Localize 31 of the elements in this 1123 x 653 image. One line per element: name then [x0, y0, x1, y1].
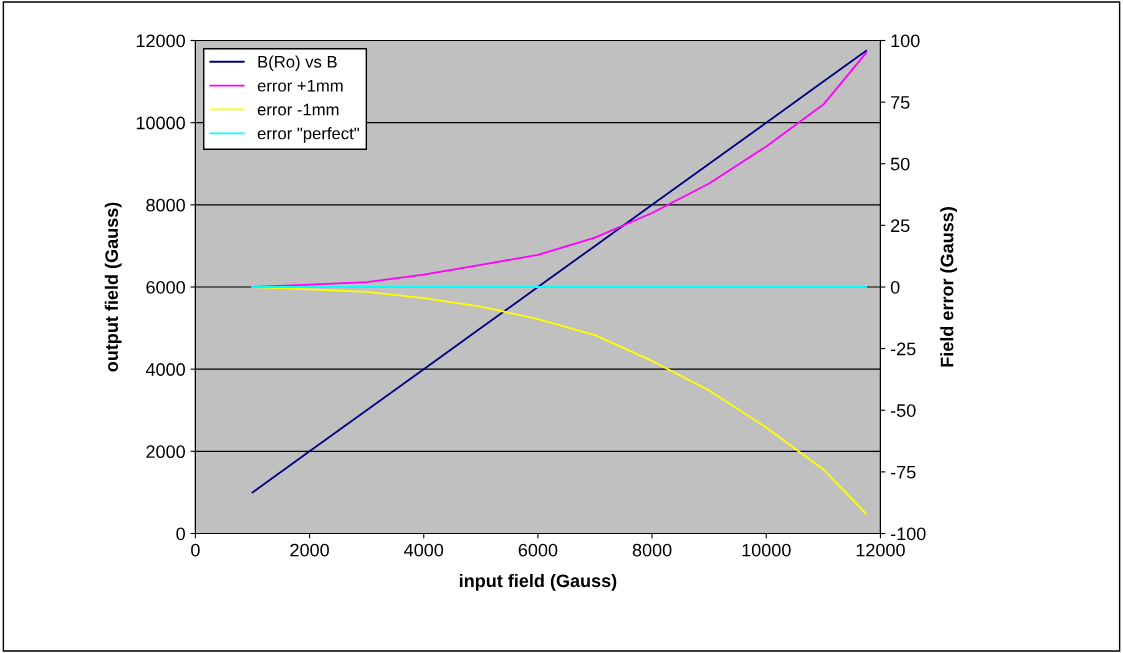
y-tick-label: 6000: [146, 280, 185, 294]
y2-tick-label: 100: [891, 34, 920, 48]
y-tick-label: 8000: [146, 198, 185, 212]
legend-label: B(Ro) vs B: [258, 55, 337, 72]
y-tick-label: 12000: [136, 34, 185, 48]
y2-tick-label: 0: [890, 280, 900, 294]
x-axis-title: input field (Gauss): [459, 573, 617, 591]
x-tick-label: 0: [191, 543, 200, 557]
y2-tick-label: 75: [891, 96, 910, 109]
line-series: [251, 49, 868, 494]
y-axis-title: output field (Gauss): [104, 202, 122, 372]
y-tick-label: 10000: [136, 116, 185, 130]
x-tick-label: 2000: [290, 543, 329, 557]
y2-axis-title: Field error (Gauss): [940, 207, 958, 367]
y2-tick-label: -25: [890, 342, 916, 356]
y-tick-label: 4000: [145, 363, 185, 376]
legend-label: error "perfect": [257, 127, 359, 143]
legend-label: error +1mm: [257, 79, 343, 92]
y2-tick-label: -100: [890, 527, 926, 541]
x-tick-label: 12000: [856, 543, 905, 557]
x-tick-label: 10000: [742, 543, 791, 557]
x-tick-label: 8000: [632, 543, 672, 557]
y-tick-label: 2000: [146, 445, 185, 459]
legend-label: error -1mm: [257, 103, 339, 116]
y2-tick-label: -75: [890, 465, 916, 479]
y2-tick-label: 50: [890, 157, 910, 171]
y-tick-label: 0: [176, 527, 185, 541]
x-tick-label: 4000: [404, 543, 444, 557]
x-tick-label: 6000: [518, 543, 558, 557]
y2-tick-label: -50: [890, 404, 916, 417]
y2-tick-label: 25: [891, 219, 910, 233]
